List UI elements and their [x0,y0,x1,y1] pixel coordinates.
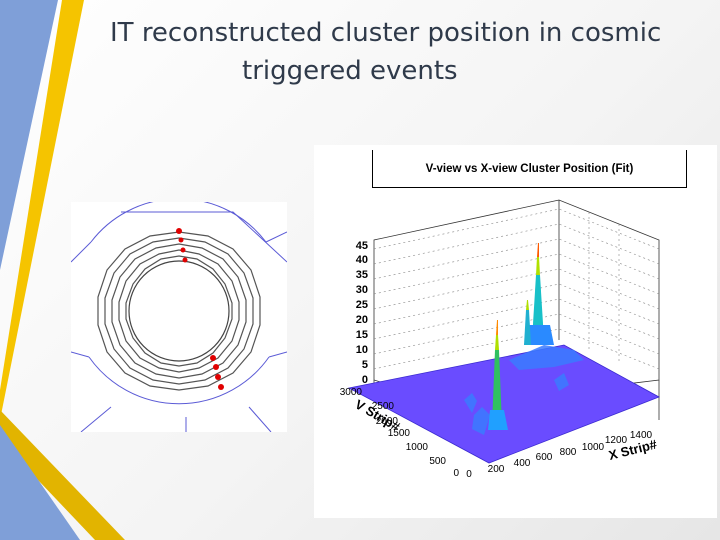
base-surface [347,344,660,464]
v-tick: 1000 [406,442,429,453]
x-tick: 1200 [605,435,628,446]
cluster-hits [176,228,224,390]
plot-title: V-view vs X-view Cluster Position (Fit) [425,162,634,175]
z-tick: 20 [356,314,368,326]
peak-small [524,300,531,345]
hit-marker [178,237,184,243]
peak-tall [524,243,554,345]
hit-marker [182,257,188,263]
cluster-position-plot-panel [314,145,717,518]
z-tick: 40 [356,254,368,266]
v-tick: 1500 [388,428,411,439]
lego-plot: 0 5 10 15 20 25 30 35 40 45 3000 2500 20… [340,199,660,480]
slide-title-line1: IT reconstructed cluster position in cos… [110,18,662,48]
v-tick: 500 [429,456,446,467]
z-tick: 10 [356,344,368,356]
blue-stripe-bottom [0,425,80,540]
peak-left [488,320,508,430]
v-tick: 3000 [340,387,363,398]
tracker-ring-icon [70,198,288,433]
x-tick: 0 [466,469,472,480]
hit-marker [213,364,219,370]
x-tick: 1400 [630,430,653,441]
hit-marker [215,374,221,380]
z-tick: 45 [356,240,368,252]
hit-marker [180,247,186,253]
slide-title: IT reconstructed cluster position in cos… [100,14,700,90]
x-tick: 1000 [582,442,605,453]
x-tick: 400 [514,458,531,469]
v-axis-ticks: 3000 2500 2000 1500 1000 500 0 [340,387,460,479]
gold-stripe [0,0,84,420]
event-display-panel [70,198,288,433]
x-tick: 200 [488,464,505,475]
z-tick: 0 [362,374,368,386]
tracker-layers [97,231,261,391]
inner-beam-pipe [128,260,230,362]
x-axis-ticks: 0 200 400 600 800 1000 1200 1400 [466,430,652,480]
x-tick: 800 [560,447,577,458]
hit-marker [176,228,182,234]
hit-marker [210,355,216,361]
slide-title-line2: triggered events [242,56,458,86]
surface-noise [464,345,584,435]
v-tick: 2000 [376,416,399,427]
z-axis-ticks: 0 5 10 15 20 25 30 35 40 45 [356,240,368,386]
hit-marker [218,384,224,390]
v-tick: 2500 [372,401,395,412]
z-tick: 5 [362,359,368,371]
z-tick: 35 [356,269,368,281]
z-tick: 30 [356,284,368,296]
blue-stripe-top [0,0,58,270]
plot-title-box: V-view vs X-view Cluster Position (Fit) [372,150,687,188]
z-tick: 25 [356,299,368,311]
z-tick: 15 [356,329,368,341]
v-tick: 0 [453,468,459,479]
x-tick: 600 [536,452,553,463]
wall-gridlines [373,208,660,370]
gold-stripe-bottom [0,410,125,540]
